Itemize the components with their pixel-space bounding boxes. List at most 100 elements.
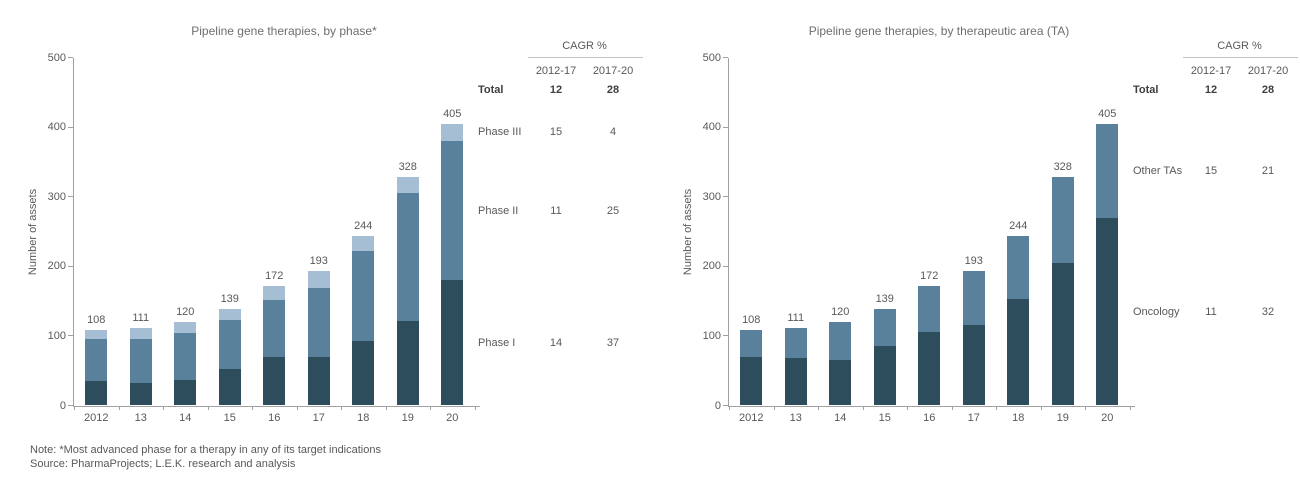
source-line: Source: PharmaProjects; L.E.K. research … — [30, 458, 296, 470]
bar-segment-phase-iii — [352, 235, 375, 251]
bar-segment-phase-iii — [85, 330, 108, 339]
cagr-value: 11 — [1205, 305, 1217, 318]
cagr-row-label: Total — [478, 84, 504, 96]
y-tick — [68, 335, 73, 337]
bar-total-label: 172 — [920, 269, 939, 282]
bar-segment-other-tas — [829, 321, 852, 360]
y-tick-label: 0 — [59, 399, 66, 412]
phase-chart-panel: Pipeline gene therapies, by phase* Number… — [0, 0, 650, 440]
x-axis-line — [73, 405, 480, 407]
y-tick-label: 200 — [47, 260, 66, 273]
x-tick — [1129, 405, 1131, 410]
bar-segment-other-tas — [1007, 235, 1030, 299]
bar-segment-oncology — [829, 359, 852, 406]
bar-segment-phase-ii — [352, 250, 375, 342]
y-tick-label: 200 — [702, 260, 721, 273]
x-tick-label: 13 — [789, 411, 802, 424]
cagr-row-label: Other TAs — [1133, 164, 1183, 177]
cagr-value: 32 — [1261, 305, 1275, 318]
bar-segment-phase-iii — [396, 177, 419, 194]
x-tick — [296, 405, 298, 410]
bar-total-label: 139 — [875, 292, 894, 305]
y-axis-label: Number of assets — [682, 188, 694, 275]
x-tick-label: 15 — [878, 411, 891, 424]
bar-segment-phase-ii — [441, 141, 464, 281]
cagr-row-label: Oncology — [1133, 305, 1180, 318]
x-tick-label: 13 — [134, 411, 147, 424]
bar-segment-oncology — [873, 346, 896, 406]
x-tick — [951, 405, 953, 410]
cagr-value: 11 — [550, 204, 562, 217]
x-tick-label: 17 — [312, 411, 325, 424]
bar-segment-phase-ii — [396, 193, 419, 321]
y-tick — [723, 265, 728, 267]
bar-segment-other-tas — [918, 285, 941, 332]
cagr-col-header: 2012-17 — [1190, 65, 1232, 77]
bar-total-label: 244 — [1009, 219, 1028, 232]
x-tick — [474, 405, 476, 410]
x-tick-label: 14 — [834, 411, 847, 424]
bar-segment-phase-i — [85, 381, 108, 406]
x-tick-label: 19 — [401, 411, 414, 424]
y-tick — [68, 265, 73, 267]
x-tick — [207, 405, 209, 410]
x-tick-label: 18 — [1012, 411, 1025, 424]
bar-total-label: 111 — [787, 312, 805, 325]
bar-segment-phase-iii — [174, 321, 197, 334]
chart-title: Pipeline gene therapies, by therapeutic … — [808, 24, 1070, 38]
bar-segment-phase-iii — [441, 123, 464, 141]
x-tick-label: 2012 — [739, 411, 764, 424]
cagr-value: 4 — [609, 126, 617, 139]
x-tick-label: 20 — [446, 411, 459, 424]
y-tick — [68, 196, 73, 198]
bar-segment-other-tas — [962, 271, 985, 326]
bar-segment-other-tas — [1096, 123, 1119, 218]
bar-segment-other-tas — [1051, 177, 1074, 263]
bar-segment-oncology — [1096, 217, 1119, 406]
x-tick — [729, 405, 730, 410]
bar-segment-phase-ii — [85, 338, 108, 382]
x-tick-label: 2012 — [84, 411, 109, 424]
cagr-col-header: 2017-20 — [1247, 65, 1289, 77]
bar-total-label: 120 — [831, 305, 850, 318]
cagr-value: 28 — [606, 84, 620, 96]
x-tick — [773, 405, 775, 410]
bar-total-label: 111 — [132, 312, 150, 325]
bar-segment-oncology — [784, 358, 807, 406]
cagr-row-label: Total — [1133, 84, 1159, 96]
y-tick — [68, 57, 73, 58]
y-tick-label: 400 — [47, 121, 66, 134]
cagr-row-label: Phase I — [478, 336, 516, 349]
bar-segment-other-tas — [784, 328, 807, 359]
x-tick — [163, 405, 164, 410]
cagr-value: 14 — [549, 336, 563, 349]
y-tick — [723, 335, 728, 337]
bar-segment-oncology — [1051, 262, 1074, 406]
x-tick — [252, 405, 253, 410]
x-tick — [118, 405, 120, 410]
cagr-header-rule — [528, 57, 643, 58]
bar-segment-phase-ii — [263, 300, 286, 358]
cagr-value: 28 — [1261, 84, 1275, 96]
cagr-value: 21 — [1261, 164, 1275, 177]
cagr-header: CAGR % — [562, 40, 607, 52]
bar-total-label: 193 — [309, 255, 328, 268]
y-tick-label: 100 — [47, 329, 66, 342]
footnotes: Note: *Most advanced phase for a therapy… — [30, 443, 381, 471]
y-axis-line — [728, 57, 729, 406]
cagr-header-rule — [1183, 57, 1298, 58]
cagr-value: 15 — [1204, 164, 1218, 177]
bar-segment-phase-iii — [263, 285, 286, 301]
bar-total-label: 120 — [176, 305, 195, 318]
therapeutic-area-chart-panel: Pipeline gene therapies, by therapeutic … — [650, 0, 1300, 440]
x-tick — [818, 405, 819, 410]
bar-segment-phase-ii — [307, 287, 330, 357]
note-line: Note: *Most advanced phase for a therapy… — [30, 444, 381, 456]
x-tick-label: 19 — [1056, 411, 1069, 424]
cagr-col-header: 2017-20 — [592, 65, 634, 77]
y-tick — [68, 126, 73, 128]
bar-segment-phase-iii — [129, 328, 152, 339]
y-tick — [723, 196, 728, 198]
y-tick-label: 0 — [714, 399, 721, 412]
x-tick-label: 15 — [223, 411, 236, 424]
